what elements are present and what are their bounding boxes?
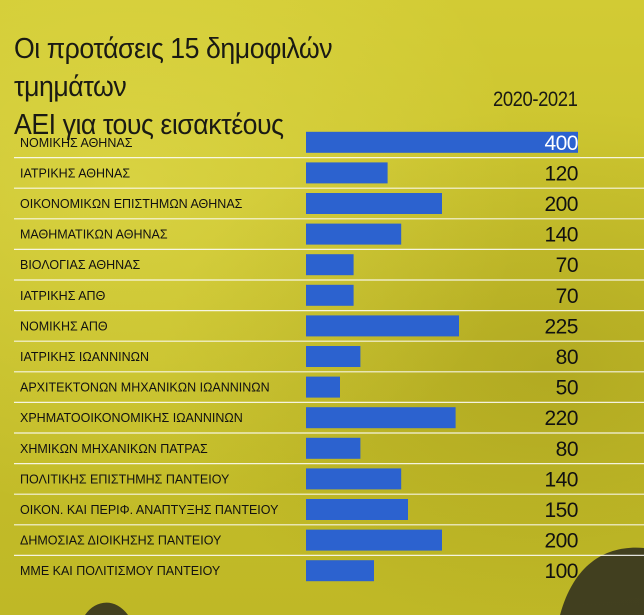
value-label-3: 200	[544, 193, 578, 216]
bar-9	[306, 376, 340, 398]
value-label-11: 80	[556, 438, 578, 461]
bar-4	[306, 223, 402, 245]
value-label-4: 140	[544, 224, 578, 247]
chart-title: Οι προτάσεις 15 δημοφιλών τμημάτων ΑΕΙ γ…	[14, 30, 446, 144]
category-label-15: ΜΜΕ ΚΑΙ ΠΟΛΙΤΙΣΜΟΥ ΠΑΝΤΕΙΟΥ	[20, 564, 221, 578]
value-label-6: 70	[556, 285, 578, 308]
value-label-9: 50	[556, 377, 578, 400]
bar-6	[306, 284, 354, 306]
category-label-13: ΟΙΚΟΝ. ΚΑΙ ΠΕΡΙΦ. ΑΝΑΠΤΥΞΗΣ ΠΑΝΤΕΙΟΥ	[20, 503, 279, 517]
period-label: 2020-2021	[493, 88, 578, 111]
category-label-3: ΟΙΚΟΝΟΜΙΚΩΝ ΕΠΙΣΤΗΜΩΝ ΑΘΗΝΑΣ	[20, 197, 243, 211]
bar-11	[306, 437, 361, 459]
bar-1	[306, 131, 578, 153]
category-label-14: ΔΗΜΟΣΙΑΣ ΔΙΟΙΚΗΣΗΣ ΠΑΝΤΕΙΟΥ	[20, 534, 222, 548]
chart-rows: ΝΟΜΙΚΗΣ ΑΘΗΝΑΣ 400 ΙΑΤΡΙΚΗΣ ΑΘΗΝΑΣ 120 ΟΙΚΟΝ…	[14, 131, 644, 583]
category-label-8: ΙΑΤΡΙΚΗΣ ΙΩΑΝΝΙΝΩΝ	[20, 350, 149, 364]
category-label-9: ΑΡΧΙΤΕΚΤΟΝΩΝ ΜΗΧΑΝΙΚΩΝ ΙΩΑΝΝΙΝΩΝ	[20, 381, 270, 395]
value-label-10: 220	[544, 407, 578, 430]
bar-14	[306, 529, 442, 551]
category-label-4: ΜΑΘΗΜΑΤΙΚΩΝ ΑΘΗΝΑΣ	[20, 228, 168, 242]
bar-3	[306, 193, 442, 214]
decorative-figure-left	[85, 602, 128, 615]
category-label-11: ΧΗΜΙΚΩΝ ΜΗΧΑΝΙΚΩΝ ΠΑΤΡΑΣ	[20, 442, 208, 456]
value-label-8: 80	[556, 346, 578, 369]
value-label-1: 400	[544, 132, 578, 155]
bar-2	[306, 162, 388, 184]
value-label-5: 70	[556, 254, 578, 277]
category-label-1: ΝΟΜΙΚΗΣ ΑΘΗΝΑΣ	[20, 136, 133, 150]
value-label-2: 120	[544, 162, 578, 185]
category-label-10: ΧΡΗΜΑΤΟΟΙΚΟΝΟΜΙΚΗΣ ΙΩΑΝΝΙΝΩΝ	[20, 411, 243, 425]
bar-5	[306, 254, 354, 276]
decorative-figure-right	[560, 547, 644, 615]
value-label-12: 140	[544, 468, 578, 491]
category-label-2: ΙΑΤΡΙΚΗΣ ΑΘΗΝΑΣ	[20, 166, 130, 180]
category-label-5: ΒΙΟΛΟΓΙΑΣ ΑΘΗΝΑΣ	[20, 258, 141, 272]
value-label-14: 200	[544, 530, 578, 553]
category-label-12: ΠΟΛΙΤΙΚΗΣ ΕΠΙΣΤΗΜΗΣ ΠΑΝΤΕΙΟΥ	[20, 472, 230, 486]
bar-13	[306, 499, 408, 520]
bar-7	[306, 315, 459, 337]
chart-title-line-2: ΑΕΙ για τους εισακτέους	[14, 109, 284, 141]
value-label-13: 150	[544, 499, 578, 522]
bar-15	[306, 560, 374, 582]
value-label-15: 100	[544, 560, 578, 583]
bar-10	[306, 407, 456, 429]
bar-12	[306, 468, 402, 490]
bar-8	[306, 346, 361, 367]
category-label-6: ΙΑΤΡΙΚΗΣ ΑΠΘ	[20, 289, 106, 303]
category-label-7: ΝΟΜΙΚΗΣ ΑΠΘ	[20, 319, 108, 333]
value-label-7: 225	[544, 315, 578, 338]
chart-title-line-1: Οι προτάσεις 15 δημοφιλών τμημάτων	[14, 33, 333, 103]
decorative-shapes	[85, 547, 644, 615]
